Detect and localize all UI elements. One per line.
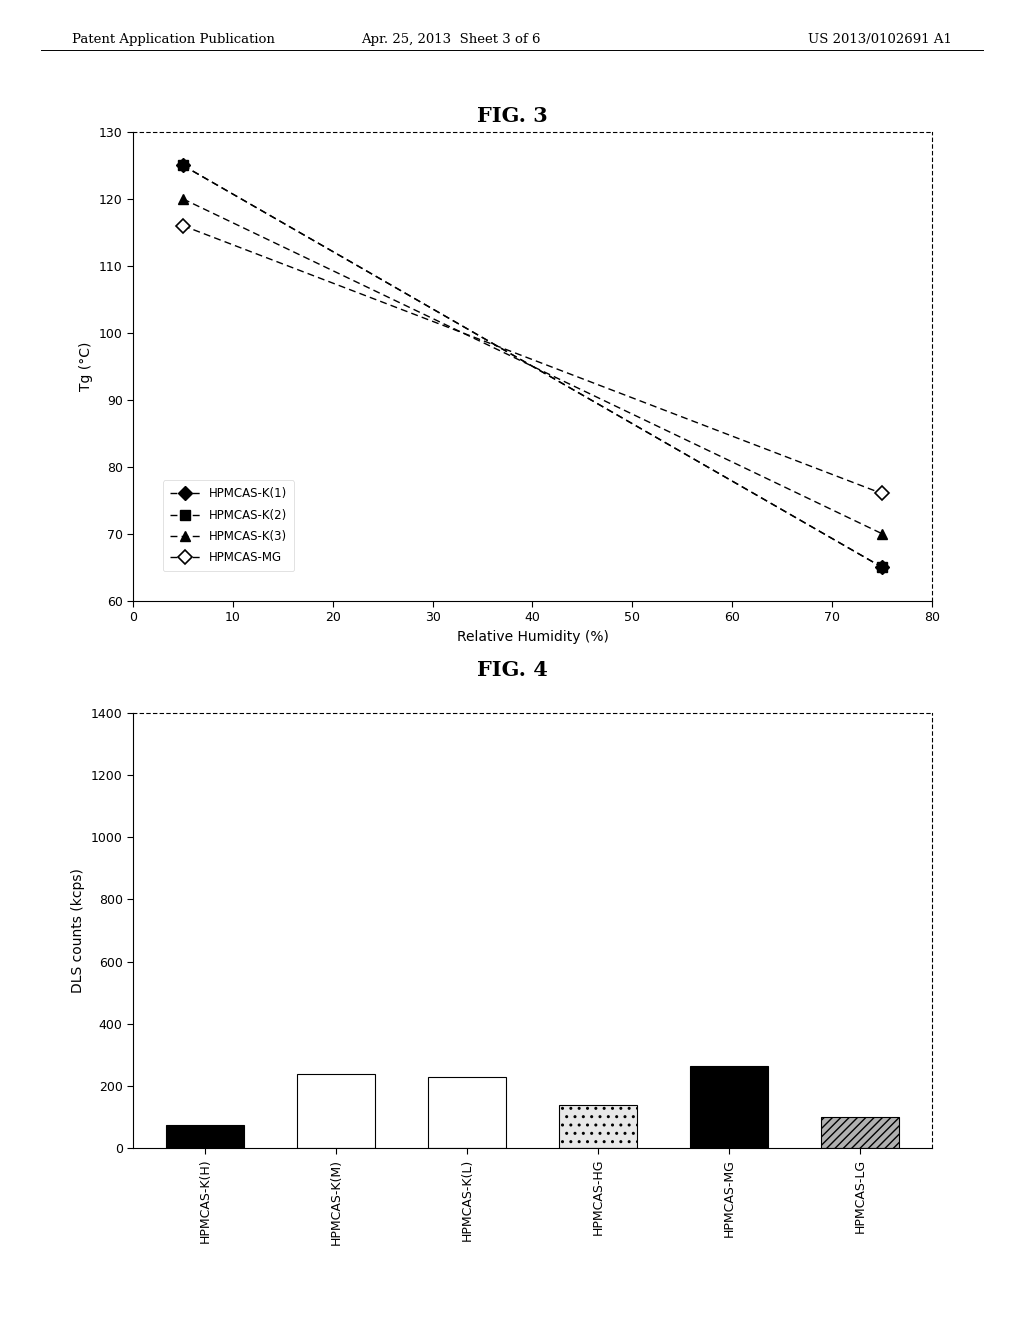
Legend: HPMCAS-K(1), HPMCAS-K(2), HPMCAS-K(3), HPMCAS-MG: HPMCAS-K(1), HPMCAS-K(2), HPMCAS-K(3), H… [163,480,294,572]
Y-axis label: DLS counts (kcps): DLS counts (kcps) [72,869,85,993]
Bar [689,1067,768,1148]
Text: Patent Application Publication: Patent Application Publication [72,33,274,46]
Text: FIG. 3: FIG. 3 [476,106,548,125]
X-axis label: Relative Humidity (%): Relative Humidity (%) [457,630,608,644]
Bar [428,1077,506,1148]
Bar [166,1125,245,1148]
Text: Apr. 25, 2013  Sheet 3 of 6: Apr. 25, 2013 Sheet 3 of 6 [360,33,541,46]
Bar [297,1073,376,1148]
Bar [820,1117,899,1148]
Text: FIG. 4: FIG. 4 [476,660,548,680]
Bar [559,1105,637,1148]
Text: US 2013/0102691 A1: US 2013/0102691 A1 [808,33,952,46]
Y-axis label: Tg (°C): Tg (°C) [79,342,93,391]
